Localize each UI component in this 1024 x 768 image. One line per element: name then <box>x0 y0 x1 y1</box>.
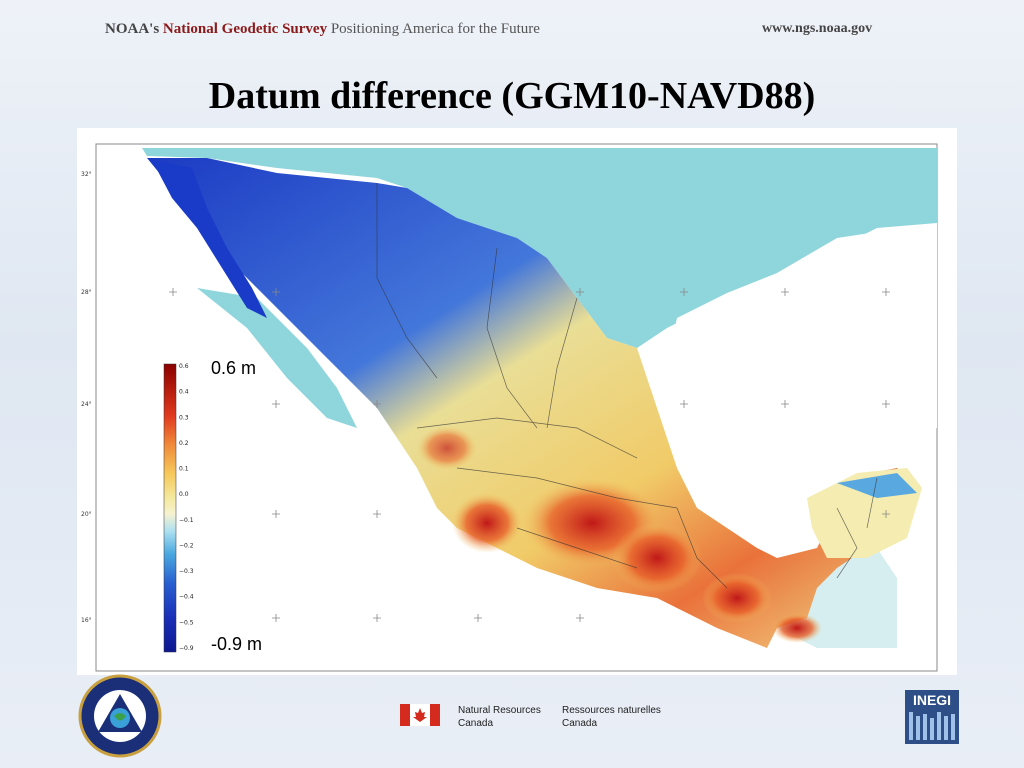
inegi-label: INEGI <box>912 692 952 708</box>
colorbar-tick-label: −0.5 <box>179 619 194 626</box>
colorbar-tick-label: 0.0 <box>179 491 189 498</box>
colorbar-tick-label: −0.1 <box>179 517 194 524</box>
usa-region <box>142 148 937 348</box>
ngs-name: National Geodetic Survey <box>162 21 328 37</box>
latitude-labels: 32° 28° 24° 20° 16° <box>81 171 92 624</box>
noaa-prefix: NOAA's <box>105 21 160 37</box>
grid-crosses <box>169 288 890 622</box>
latitude-label: 16° <box>81 617 92 624</box>
ngs-seal-icon <box>78 674 162 758</box>
state-borders <box>376 183 878 589</box>
header-org: NOAA's National Geodetic Survey Position… <box>105 21 540 38</box>
latitude-label: 24° <box>81 401 92 408</box>
header-url[interactable]: www.ngs.noaa.gov <box>762 21 873 36</box>
map-panel: 0.6 0.4 0.3 0.2 0.1 0.0 −0.1 −0.2 −0.3 −0.4 −0.5 −0… <box>77 128 957 682</box>
colorbar-tick-label: 0.2 <box>179 440 189 447</box>
canada-flag-icon <box>400 704 440 726</box>
colorbar-tick-label: 0.1 <box>179 466 189 473</box>
mexico-region <box>147 158 917 648</box>
colorbar-min-label: -0.9 m <box>211 634 263 654</box>
colorbar-tick-label: 0.4 <box>179 389 189 396</box>
colorbar-tick-label: −0.2 <box>179 542 194 549</box>
colorbar-max-label: 0.6 m <box>211 358 257 378</box>
baja-peninsula <box>152 160 267 318</box>
colorbar-ticks: 0.6 0.4 0.3 0.2 0.1 0.0 −0.1 −0.2 −0.3 −0.4 −0.5 −0… <box>179 363 194 652</box>
inegi-logo-icon: INEGI <box>905 690 959 744</box>
colorbar-tick-label: −0.4 <box>179 594 194 601</box>
colorbar <box>163 363 177 653</box>
baja-coast <box>197 288 357 428</box>
map-svg: 0.6 0.4 0.3 0.2 0.1 0.0 −0.1 −0.2 −0.3 −0.4 −0.5 −0… <box>81 143 938 682</box>
colorbar-tick-label: −0.3 <box>179 568 194 575</box>
nrc-french: Ressources naturelles Canada <box>562 705 661 729</box>
colorbar-tick-label: 0.3 <box>179 414 189 421</box>
header-bar: NOAA's National Geodetic Survey Position… <box>0 0 1024 60</box>
tagline: Positioning America for the Future <box>330 21 540 37</box>
colorbar-tick-label: 0.6 <box>179 363 189 370</box>
slide-title: Datum difference (GGM10-NAVD88) <box>208 75 816 117</box>
latitude-label: 32° <box>81 171 92 178</box>
nrc-english: Natural Resources Canada <box>458 705 541 729</box>
latitude-label: 28° <box>81 289 92 296</box>
colorbar-tick-label: −0.9 <box>179 645 194 652</box>
gulf-of-mexico <box>657 223 937 528</box>
latitude-label: 20° <box>81 511 92 518</box>
